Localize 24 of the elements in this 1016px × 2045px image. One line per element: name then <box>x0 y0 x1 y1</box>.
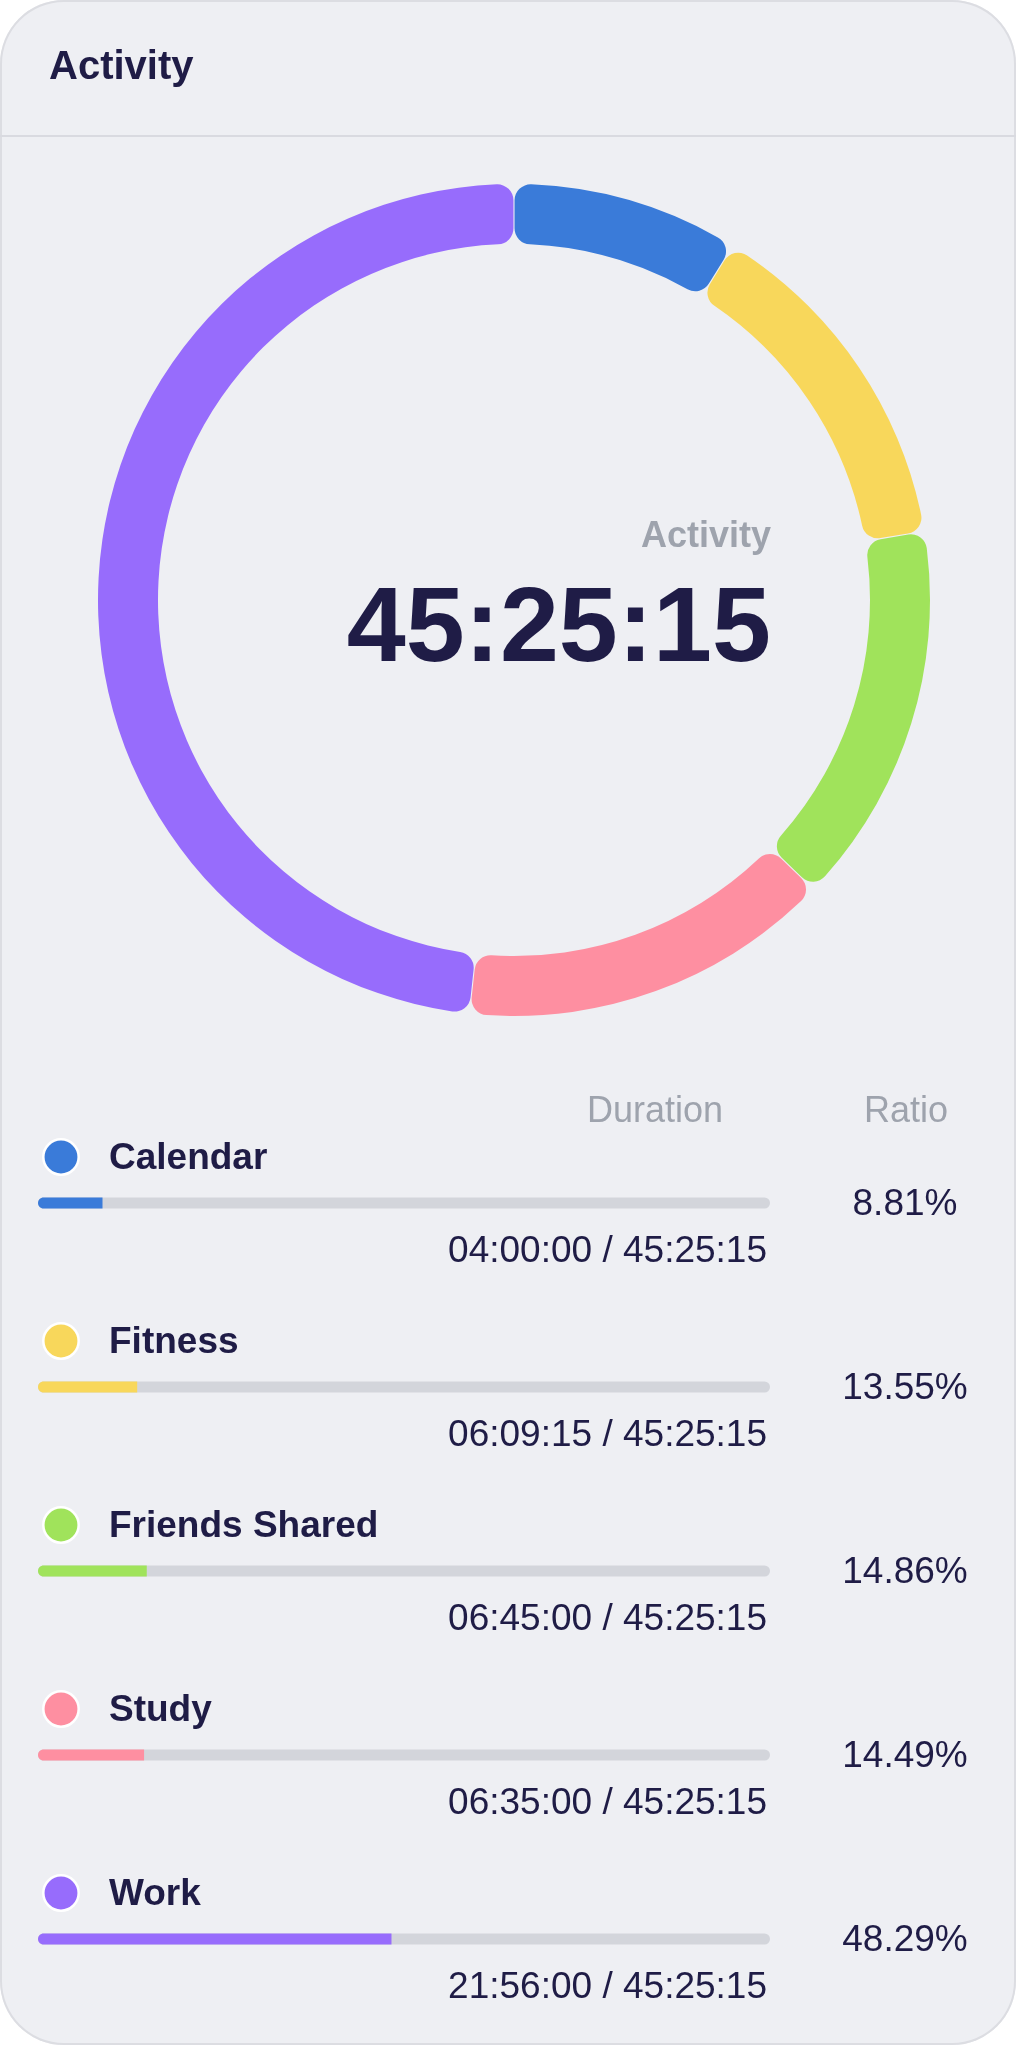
text: Ratio <box>863 1089 949 1130</box>
data-label: 48.29% <box>842 1918 968 1959</box>
legend-label: Work <box>109 1872 202 1913</box>
data-label: 13.55% <box>842 1366 968 1407</box>
text: Duration <box>586 1089 724 1130</box>
bar <box>38 1749 145 1761</box>
chart-title: Activity <box>49 43 194 87</box>
text: 06:45:00 / 45:25:15 <box>448 1597 767 1638</box>
data-label: 14.86% <box>842 1550 968 1591</box>
legend-label: Calendar <box>109 1136 268 1177</box>
text: Activity <box>640 514 771 555</box>
data-label: 14.49% <box>842 1734 968 1775</box>
bar <box>38 1565 147 1577</box>
text: 06:09:15 / 45:25:15 <box>448 1413 767 1454</box>
data-label: 8.81% <box>852 1182 958 1223</box>
text: 04:00:00 / 45:25:15 <box>448 1229 767 1270</box>
text: 06:35:00 / 45:25:15 <box>448 1781 767 1822</box>
bar <box>38 1197 103 1209</box>
legend-label: Friends Shared <box>109 1504 379 1545</box>
text: 21:56:00 / 45:25:15 <box>448 1965 767 2006</box>
text: 45:25:15 <box>346 565 771 683</box>
legend-label: Study <box>109 1688 213 1729</box>
legend-label: Fitness <box>109 1320 239 1361</box>
bar <box>38 1381 138 1393</box>
